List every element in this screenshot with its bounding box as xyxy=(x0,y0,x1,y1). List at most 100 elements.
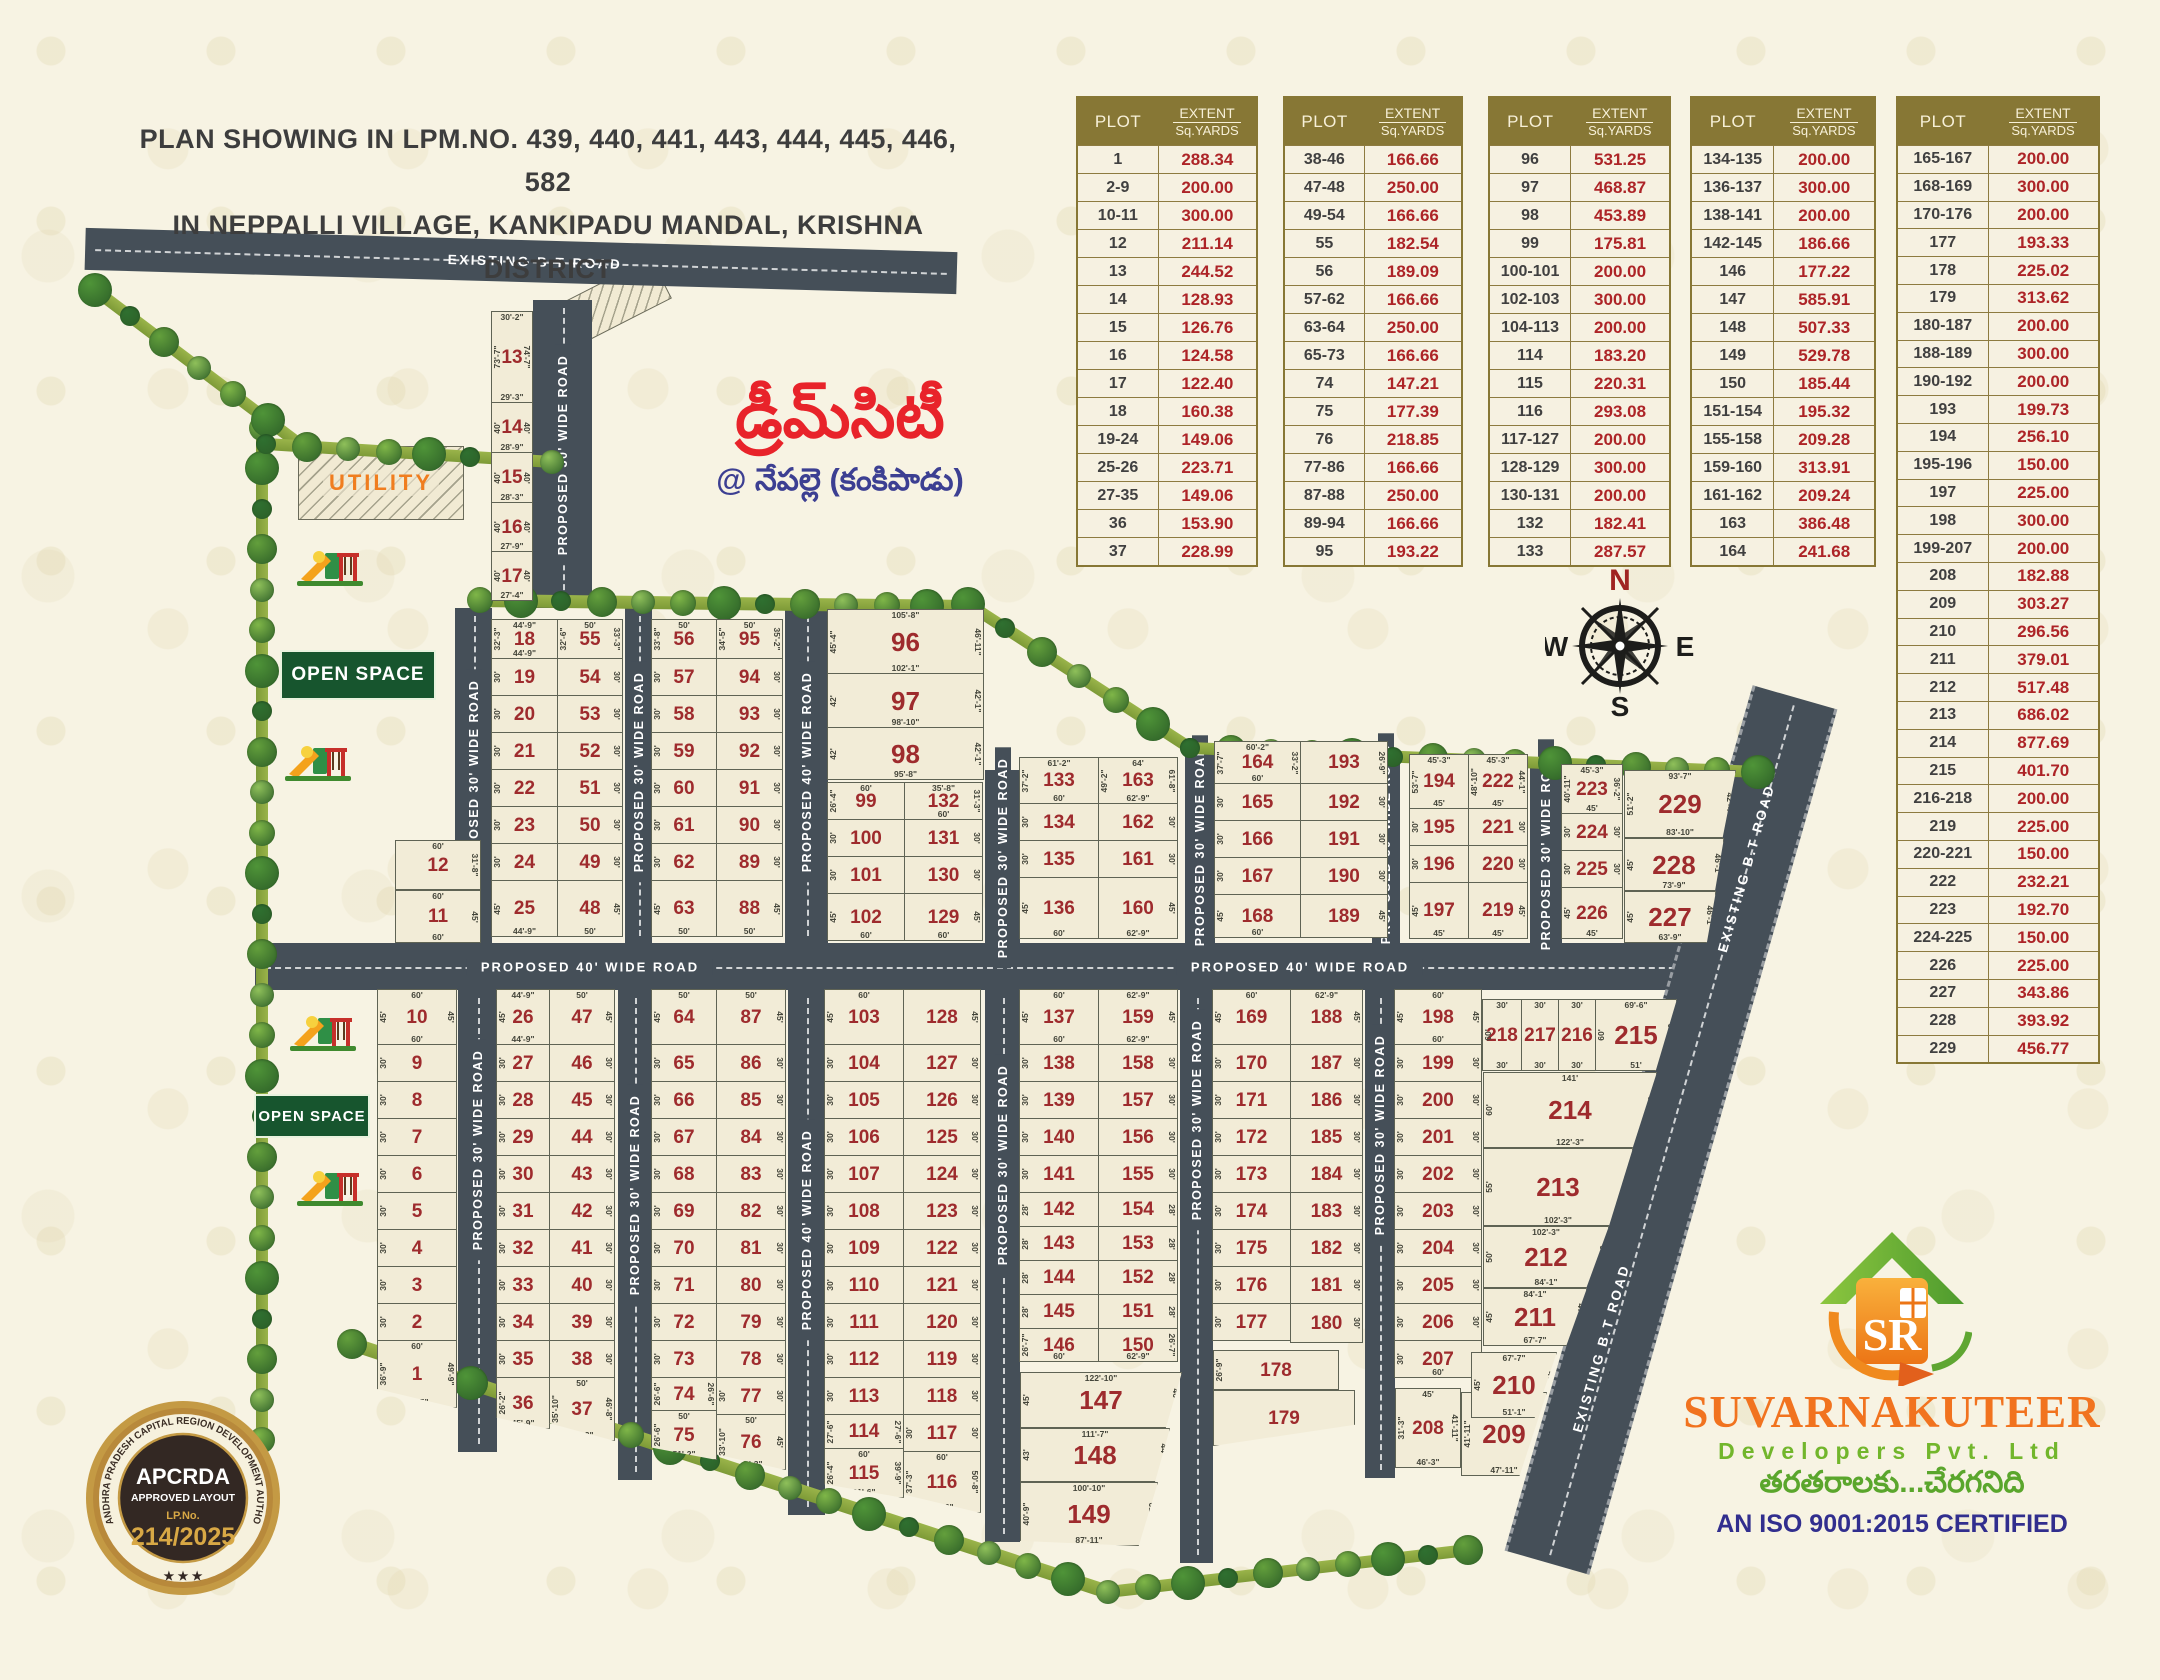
table-row: 102-103 300.00 xyxy=(1490,285,1669,313)
plot-number: 200 xyxy=(1422,1089,1454,1111)
table-row: 98 453.89 xyxy=(1490,201,1669,229)
plot: 118 30' xyxy=(903,1377,981,1415)
plot: 35 30' xyxy=(496,1340,550,1378)
plot-number: 111 xyxy=(849,1311,879,1333)
plot-dimension: 50' xyxy=(576,1378,588,1388)
tree-icon xyxy=(670,589,697,616)
plot-dimension: 60' xyxy=(411,1033,423,1044)
plot-number: 217 xyxy=(1524,1024,1556,1046)
plot: 9 30' xyxy=(377,1044,457,1082)
plot-dimension: 30' xyxy=(775,1279,785,1291)
plot-dimension: 45' xyxy=(772,902,782,915)
plot: 3 30' xyxy=(377,1266,457,1304)
plot-id-cell: 63-64 xyxy=(1285,314,1365,341)
plot: 78 30' xyxy=(716,1340,786,1378)
compass-west-label: W xyxy=(1545,631,1569,662)
plot-dimension: 30' xyxy=(1020,1094,1030,1106)
plot-column: 95 50' 34'-5" 35'-2" 94 30' 93 30' 92 30' 91 30' 90 3… xyxy=(716,619,783,937)
plot-dimension: 30' xyxy=(604,1242,614,1254)
extent-header-label: EXTENT xyxy=(1173,105,1241,123)
tree-icon xyxy=(587,586,617,617)
plot-id-cell: 95 xyxy=(1285,538,1365,565)
plot: 178 26'-9" xyxy=(1213,1350,1339,1390)
plot-number: 189 xyxy=(1328,905,1360,927)
plot-dimension: 30' xyxy=(970,1353,980,1365)
plot-number: 9 xyxy=(411,1052,423,1074)
plot-dimension: 28' xyxy=(1167,1203,1177,1216)
tree-icon xyxy=(250,1387,274,1412)
plot: 215 69'-6" 51' 60' 62'-9" xyxy=(1595,999,1677,1071)
plot-id-cell: 213 xyxy=(1898,701,1989,729)
plot-dimension: 27'-6" xyxy=(893,1419,903,1444)
extent-value-cell: 529.78 xyxy=(1798,345,1851,365)
plot-column: 216 30' 30' xyxy=(1558,999,1596,1071)
plot: 224 30' 30' xyxy=(1561,813,1623,851)
plot-number: 127 xyxy=(926,1052,958,1074)
plot-number: 146 xyxy=(1043,1334,1075,1356)
plot-dimension: 30' xyxy=(1395,1279,1405,1291)
plot-id-cell: 159-160 xyxy=(1692,454,1775,481)
plot-dimension: 45'-9" xyxy=(511,1417,535,1428)
plot-id-cell: 36 xyxy=(1078,510,1159,537)
plot-number: 157 xyxy=(1122,1089,1154,1111)
plot-number: 31 xyxy=(512,1200,534,1222)
plot-number: 121 xyxy=(926,1274,958,1296)
plot-id-cell: 155-158 xyxy=(1692,426,1775,453)
plot-dimension: 61'-6" xyxy=(852,1486,876,1497)
plot-number: 109 xyxy=(848,1237,880,1259)
plot-dimension: 100'-10" xyxy=(1072,1483,1106,1493)
plot: 75 50' 51'-2" 26'-6" xyxy=(651,1410,717,1460)
plot-number: 142 xyxy=(1043,1199,1075,1220)
tree-icon xyxy=(1051,1561,1086,1596)
table-row: 227 343.86 xyxy=(1898,978,2098,1007)
plot: 166 30' xyxy=(1214,820,1301,858)
plot-dimension: 44'-1" xyxy=(1517,769,1527,794)
plot-number: 73 xyxy=(673,1348,695,1370)
plot-dimension: 30' xyxy=(828,869,838,881)
extent-value-cell: 287.57 xyxy=(1594,541,1647,561)
plot: 194 45'-3" 45' 53'-7" xyxy=(1409,754,1469,809)
plot-id-cell: 13 xyxy=(1078,258,1159,285)
plot-number: 12 xyxy=(427,854,449,876)
plot-id-cell: 56 xyxy=(1285,258,1365,285)
plot-id-cell: 195-196 xyxy=(1898,451,1989,479)
plot-number: 155 xyxy=(1122,1163,1154,1185)
plot-dimension: 32'-3" xyxy=(492,627,502,651)
plot-number: 128 xyxy=(926,1006,958,1028)
plot-number: 183 xyxy=(1310,1200,1343,1222)
plot-dimension: 45' xyxy=(1625,911,1635,923)
extent-value-cell: 200.00 xyxy=(2017,149,2070,169)
plot-number: 94 xyxy=(738,666,761,688)
plot-dimension: 50' xyxy=(745,990,757,1000)
plot-number: 53 xyxy=(579,703,601,725)
plot-dimension: 45' xyxy=(1167,1011,1177,1023)
plot: 108 30' xyxy=(824,1192,904,1230)
table-header: PLOT EXTENT Sq.YARDS xyxy=(1692,98,1874,145)
plot-dimension: 30' xyxy=(772,671,782,683)
plot: 43 30' xyxy=(549,1155,615,1193)
plot-dimension: 45' xyxy=(1167,902,1177,914)
plot: 105 30' xyxy=(824,1081,904,1119)
plot: 90 30' xyxy=(716,806,783,844)
plot-number: 120 xyxy=(926,1311,958,1333)
plot: 106 30' xyxy=(824,1118,904,1156)
plot-dimension: 45' xyxy=(1395,1011,1405,1023)
extent-value-cell: 200.00 xyxy=(2017,788,2070,808)
table-row: 14 128.93 xyxy=(1078,285,1256,313)
plot-dimension: 51'-2" xyxy=(570,1429,594,1440)
extent-value-cell: 300.00 xyxy=(2017,343,2070,363)
plot-dimension: 35'-10" xyxy=(550,1395,560,1423)
extent-value-cell: 175.81 xyxy=(1594,233,1647,253)
plot-dimension: 28'-3" xyxy=(500,491,524,502)
table-row: 115 220.31 xyxy=(1490,369,1669,397)
tree-icon xyxy=(899,1516,920,1537)
plot-dimension: 55' xyxy=(1484,1181,1494,1193)
plot: 132 35'-8" 60' 31'-3" xyxy=(904,782,983,820)
plot-id-cell: 87-88 xyxy=(1285,482,1365,509)
plot-number: 65 xyxy=(673,1052,695,1074)
plot-number: 3 xyxy=(411,1274,423,1296)
plot-dimension: 28'-9" xyxy=(500,441,524,452)
extent-value-cell: 186.66 xyxy=(1798,233,1851,253)
plot: 61 30' xyxy=(651,806,717,844)
